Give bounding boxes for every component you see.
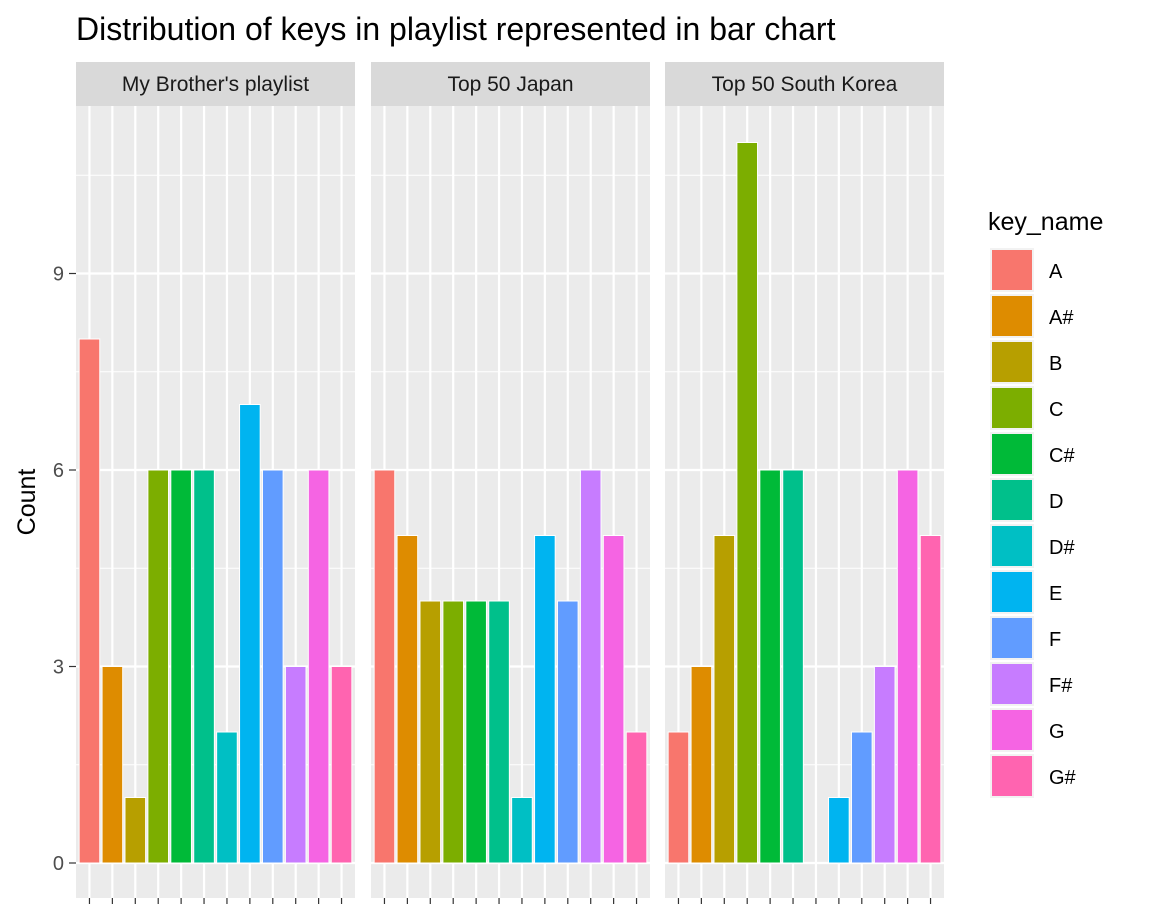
legend-label: A# — [1049, 307, 1074, 329]
bar-F — [556, 600, 579, 864]
bar-D# — [216, 731, 238, 864]
legend-swatch-C — [992, 388, 1032, 428]
facet-panel: My Brother's playlist — [76, 62, 355, 904]
legend-label: E — [1049, 583, 1062, 605]
facet-strip — [371, 62, 650, 106]
legend-swatch-G — [992, 710, 1032, 750]
facet-panel: Top 50 Japan — [371, 62, 650, 904]
bar-B — [419, 600, 442, 864]
legend-title: key_name — [988, 208, 1103, 236]
bar-C# — [170, 469, 192, 864]
bar-B — [124, 797, 147, 864]
bar-D — [782, 469, 804, 864]
bar-A# — [396, 535, 419, 864]
legend-swatch-D — [992, 480, 1032, 520]
legend-label: F — [1049, 629, 1061, 651]
bar-A — [373, 469, 396, 864]
legend-label: B — [1049, 353, 1062, 375]
bar-G# — [919, 535, 942, 864]
legend-swatch-A# — [992, 296, 1032, 336]
bar-G — [602, 535, 625, 864]
bar-C# — [759, 469, 781, 864]
legend-swatch-F — [992, 618, 1032, 658]
bar-G# — [625, 731, 648, 864]
bar-D — [488, 600, 510, 864]
bar-D# — [511, 797, 533, 864]
legend-swatch-D# — [992, 526, 1032, 566]
bar-G# — [330, 666, 353, 864]
legend-label: C — [1049, 399, 1063, 421]
legend-swatch-C# — [992, 434, 1032, 474]
bar-C — [736, 142, 759, 864]
legend-label: A — [1049, 261, 1063, 283]
y-tick-label: 6 — [53, 460, 64, 482]
facet-strip — [665, 62, 944, 106]
facet-panels: My Brother's playlist Top 50 Japan Top 50 … — [76, 62, 944, 904]
y-tick-label: 0 — [53, 853, 64, 875]
y-axis-title: Count — [13, 469, 41, 536]
bar-C# — [465, 600, 487, 864]
bar-A# — [690, 666, 713, 864]
legend-swatch-G# — [992, 756, 1032, 796]
bar-E — [239, 404, 261, 864]
bar-B — [713, 535, 736, 864]
bar-E — [828, 797, 850, 864]
bar-C — [442, 600, 465, 864]
facet-strip-label: Top 50 South Korea — [712, 73, 898, 96]
bar-F — [261, 469, 284, 864]
y-tick-label: 9 — [53, 264, 64, 286]
legend-label: G — [1049, 721, 1065, 743]
bar-A — [667, 731, 690, 864]
legend-label: F# — [1049, 675, 1073, 697]
y-axis-ticks: 0 3 6 9 — [53, 264, 76, 875]
bar-F# — [873, 666, 896, 864]
facet-strip-label: Top 50 Japan — [447, 73, 573, 96]
bar-G — [307, 469, 330, 864]
legend-label: C# — [1049, 445, 1075, 467]
y-tick-label: 3 — [53, 657, 64, 679]
bar-D — [193, 469, 215, 864]
legend-swatch-A — [992, 250, 1032, 290]
facet-strip — [76, 62, 355, 106]
legend-label: G# — [1049, 767, 1077, 789]
legend-swatch-B — [992, 342, 1032, 382]
bar-F# — [284, 666, 307, 864]
legend-swatch-E — [992, 572, 1032, 612]
legend-label: D — [1049, 491, 1063, 513]
bar-F — [850, 731, 873, 864]
facet-panel: Top 50 South Korea — [665, 62, 944, 904]
bar-A# — [101, 666, 124, 864]
bar-E — [534, 535, 556, 864]
bar-C — [147, 469, 170, 864]
legend-items: A A# B C C# D D# E F F# G G# — [990, 248, 1077, 798]
chart-title: Distribution of keys in playlist represe… — [76, 11, 836, 47]
legend: key_name A A# B C C# D D# E F F# G G# — [988, 208, 1103, 798]
legend-swatch-F# — [992, 664, 1032, 704]
bar-A — [78, 338, 101, 864]
legend-label: D# — [1049, 537, 1075, 559]
bar-G — [896, 469, 919, 864]
facet-strip-label: My Brother's playlist — [122, 73, 309, 96]
bar-F# — [579, 469, 602, 864]
